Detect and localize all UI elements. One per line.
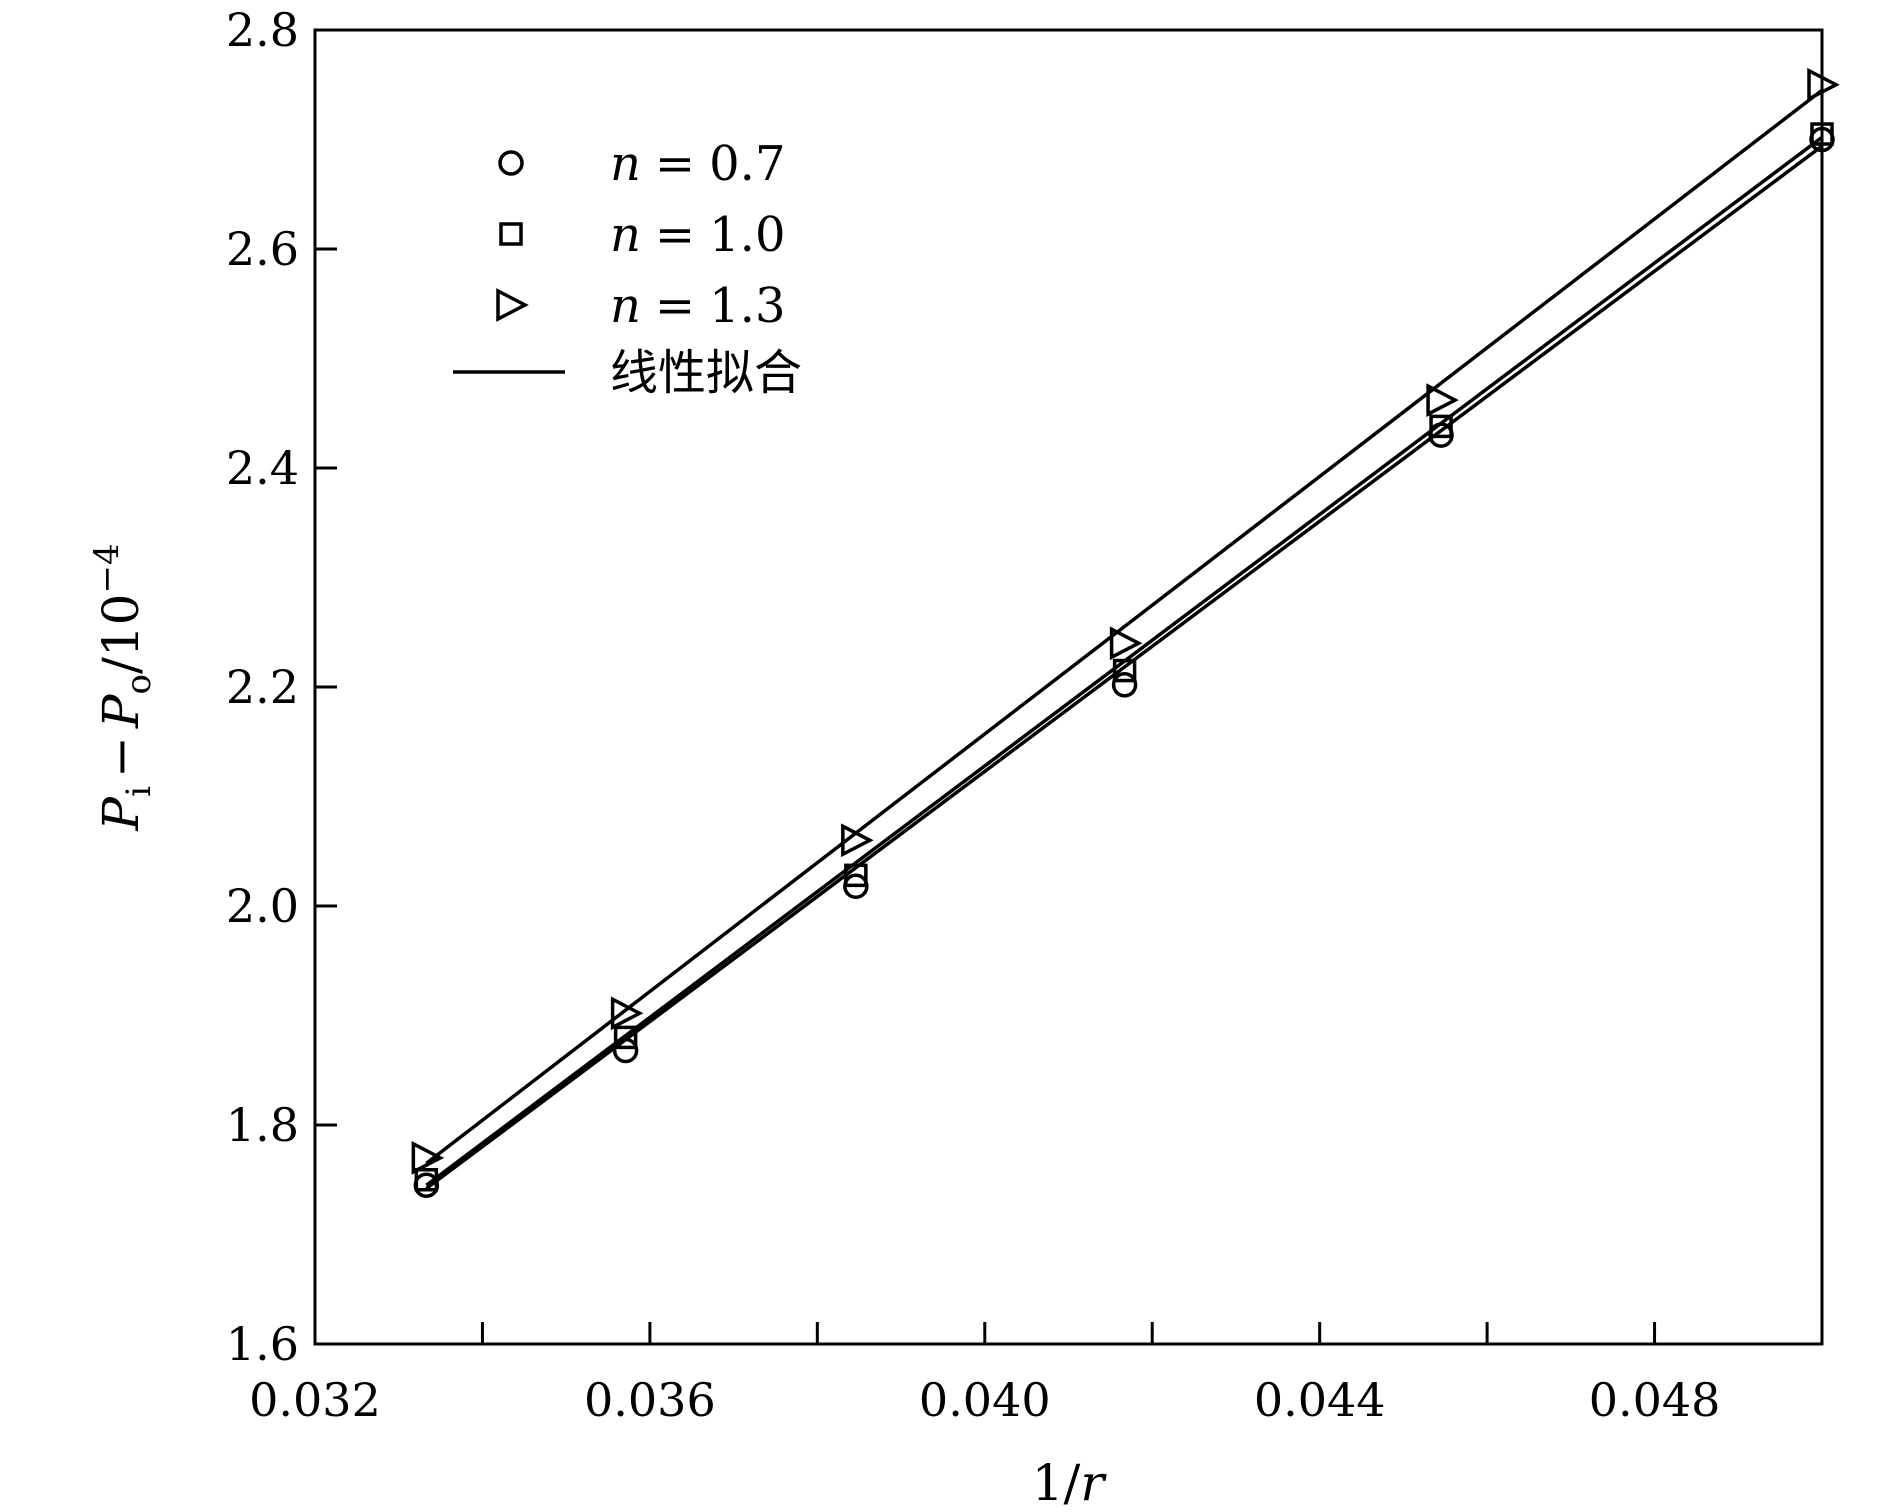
x-tick-label: 0.040 bbox=[919, 1373, 1051, 1427]
point-circle bbox=[612, 1037, 639, 1064]
x-tick-label: 0.032 bbox=[249, 1373, 381, 1427]
y-tick-label: 1.6 bbox=[226, 1317, 299, 1371]
x-axis: 0.032 0.036 0.040 0.044 0.048 bbox=[249, 1322, 1720, 1427]
legend-label-n07: n = 0.7 bbox=[610, 136, 785, 192]
legend-label-fit: 线性拟合 bbox=[610, 345, 802, 401]
point-square bbox=[1112, 658, 1137, 683]
x-tick-label: 0.048 bbox=[1589, 1373, 1721, 1427]
point-square bbox=[1429, 414, 1453, 439]
plot-marks bbox=[411, 67, 1840, 1198]
point-triangle bbox=[1426, 383, 1459, 417]
legend-label-n13: n = 1.3 bbox=[610, 278, 785, 334]
fit-line-circle bbox=[425, 144, 1824, 1190]
x-axis-title: 1/r bbox=[1032, 1454, 1108, 1512]
y-tick-label: 2.2 bbox=[226, 660, 299, 714]
y-axis-title: Pi−Po/10−4 bbox=[87, 543, 159, 831]
y-axis: 1.6 1.8 2.0 2.2 2.4 2.6 2.8 bbox=[226, 3, 337, 1371]
point-circle bbox=[1111, 672, 1138, 698]
x-tick-label: 0.036 bbox=[584, 1373, 716, 1427]
point-square bbox=[844, 863, 868, 888]
legend: n = 0.7 n = 1.0 n = 1.3 线性拟合 bbox=[453, 136, 802, 401]
legend-label-n10: n = 1.0 bbox=[610, 207, 785, 263]
legend-marker-triangle bbox=[496, 288, 529, 322]
point-square bbox=[613, 1025, 638, 1050]
point-triangle bbox=[841, 823, 874, 858]
y-tick-label: 2.0 bbox=[226, 879, 299, 933]
point-square bbox=[414, 1168, 439, 1192]
y-tick-label: 2.8 bbox=[226, 3, 299, 57]
legend-item-n10: n = 1.0 bbox=[499, 207, 785, 263]
point-triangle bbox=[411, 1140, 445, 1175]
legend-item-fit: 线性拟合 bbox=[453, 345, 802, 401]
point-triangle bbox=[610, 996, 644, 1031]
y-tick-label: 1.8 bbox=[226, 1098, 299, 1152]
point-triangle bbox=[1109, 626, 1143, 661]
y-tick-label: 2.6 bbox=[226, 222, 299, 276]
legend-item-n07: n = 0.7 bbox=[498, 136, 785, 192]
plot-frame bbox=[313, 28, 1824, 1346]
legend-item-n13: n = 1.3 bbox=[496, 278, 785, 334]
x-tick-label: 0.044 bbox=[1254, 1373, 1386, 1427]
fit-line-triangle-right bbox=[425, 88, 1824, 1165]
legend-marker-square bbox=[499, 222, 523, 246]
y-tick-label: 2.4 bbox=[226, 441, 299, 495]
legend-marker-circle bbox=[498, 150, 524, 176]
